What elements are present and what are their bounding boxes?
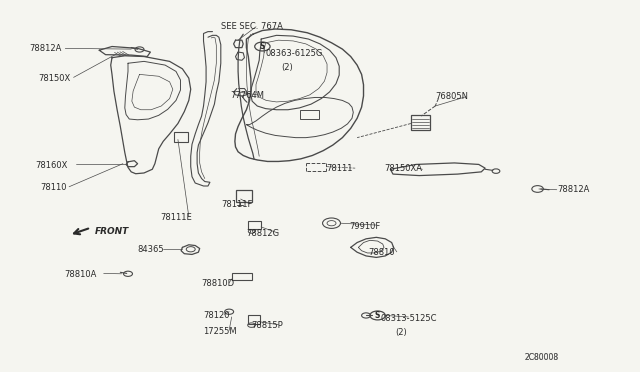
Text: 78120: 78120 bbox=[204, 311, 230, 320]
Text: 77764M: 77764M bbox=[230, 92, 264, 100]
Text: 78150X: 78150X bbox=[38, 74, 70, 83]
Bar bbox=[236, 190, 252, 202]
Text: S: S bbox=[260, 42, 265, 51]
Text: 78810A: 78810A bbox=[64, 270, 97, 279]
Text: 78815P: 78815P bbox=[252, 321, 284, 330]
Text: 78150XA: 78150XA bbox=[384, 164, 422, 173]
Text: 2C80008: 2C80008 bbox=[525, 353, 559, 362]
Bar bbox=[232, 273, 252, 280]
Text: SEE SEC. 767A: SEE SEC. 767A bbox=[221, 22, 283, 31]
Text: 78110: 78110 bbox=[40, 183, 67, 192]
Bar bbox=[300, 110, 319, 119]
Text: 17255M: 17255M bbox=[204, 327, 237, 336]
Text: 78812G: 78812G bbox=[246, 229, 280, 238]
Text: FRONT: FRONT bbox=[95, 227, 129, 236]
Bar bbox=[248, 221, 261, 229]
Text: 78810: 78810 bbox=[368, 248, 395, 257]
Text: 84365: 84365 bbox=[138, 246, 164, 254]
Text: 79910F: 79910F bbox=[349, 222, 380, 231]
Bar bbox=[248, 315, 260, 324]
Bar bbox=[411, 115, 430, 130]
Text: (2): (2) bbox=[282, 63, 293, 72]
Text: 78111F: 78111F bbox=[221, 200, 252, 209]
Text: 76805N: 76805N bbox=[435, 92, 468, 101]
Text: 78111: 78111 bbox=[326, 164, 353, 173]
Text: 78812A: 78812A bbox=[557, 185, 589, 194]
Text: 78810D: 78810D bbox=[202, 279, 235, 288]
Text: 78160X: 78160X bbox=[35, 161, 68, 170]
Bar bbox=[174, 132, 188, 142]
Text: 78812A: 78812A bbox=[29, 44, 61, 53]
Text: 08313-5125C: 08313-5125C bbox=[381, 314, 437, 323]
Text: 2C80008: 2C80008 bbox=[525, 353, 559, 362]
Text: S: S bbox=[375, 311, 380, 320]
Text: 78111E: 78111E bbox=[160, 213, 192, 222]
Text: (2): (2) bbox=[396, 328, 407, 337]
Text: 08363-6125G: 08363-6125G bbox=[266, 49, 323, 58]
